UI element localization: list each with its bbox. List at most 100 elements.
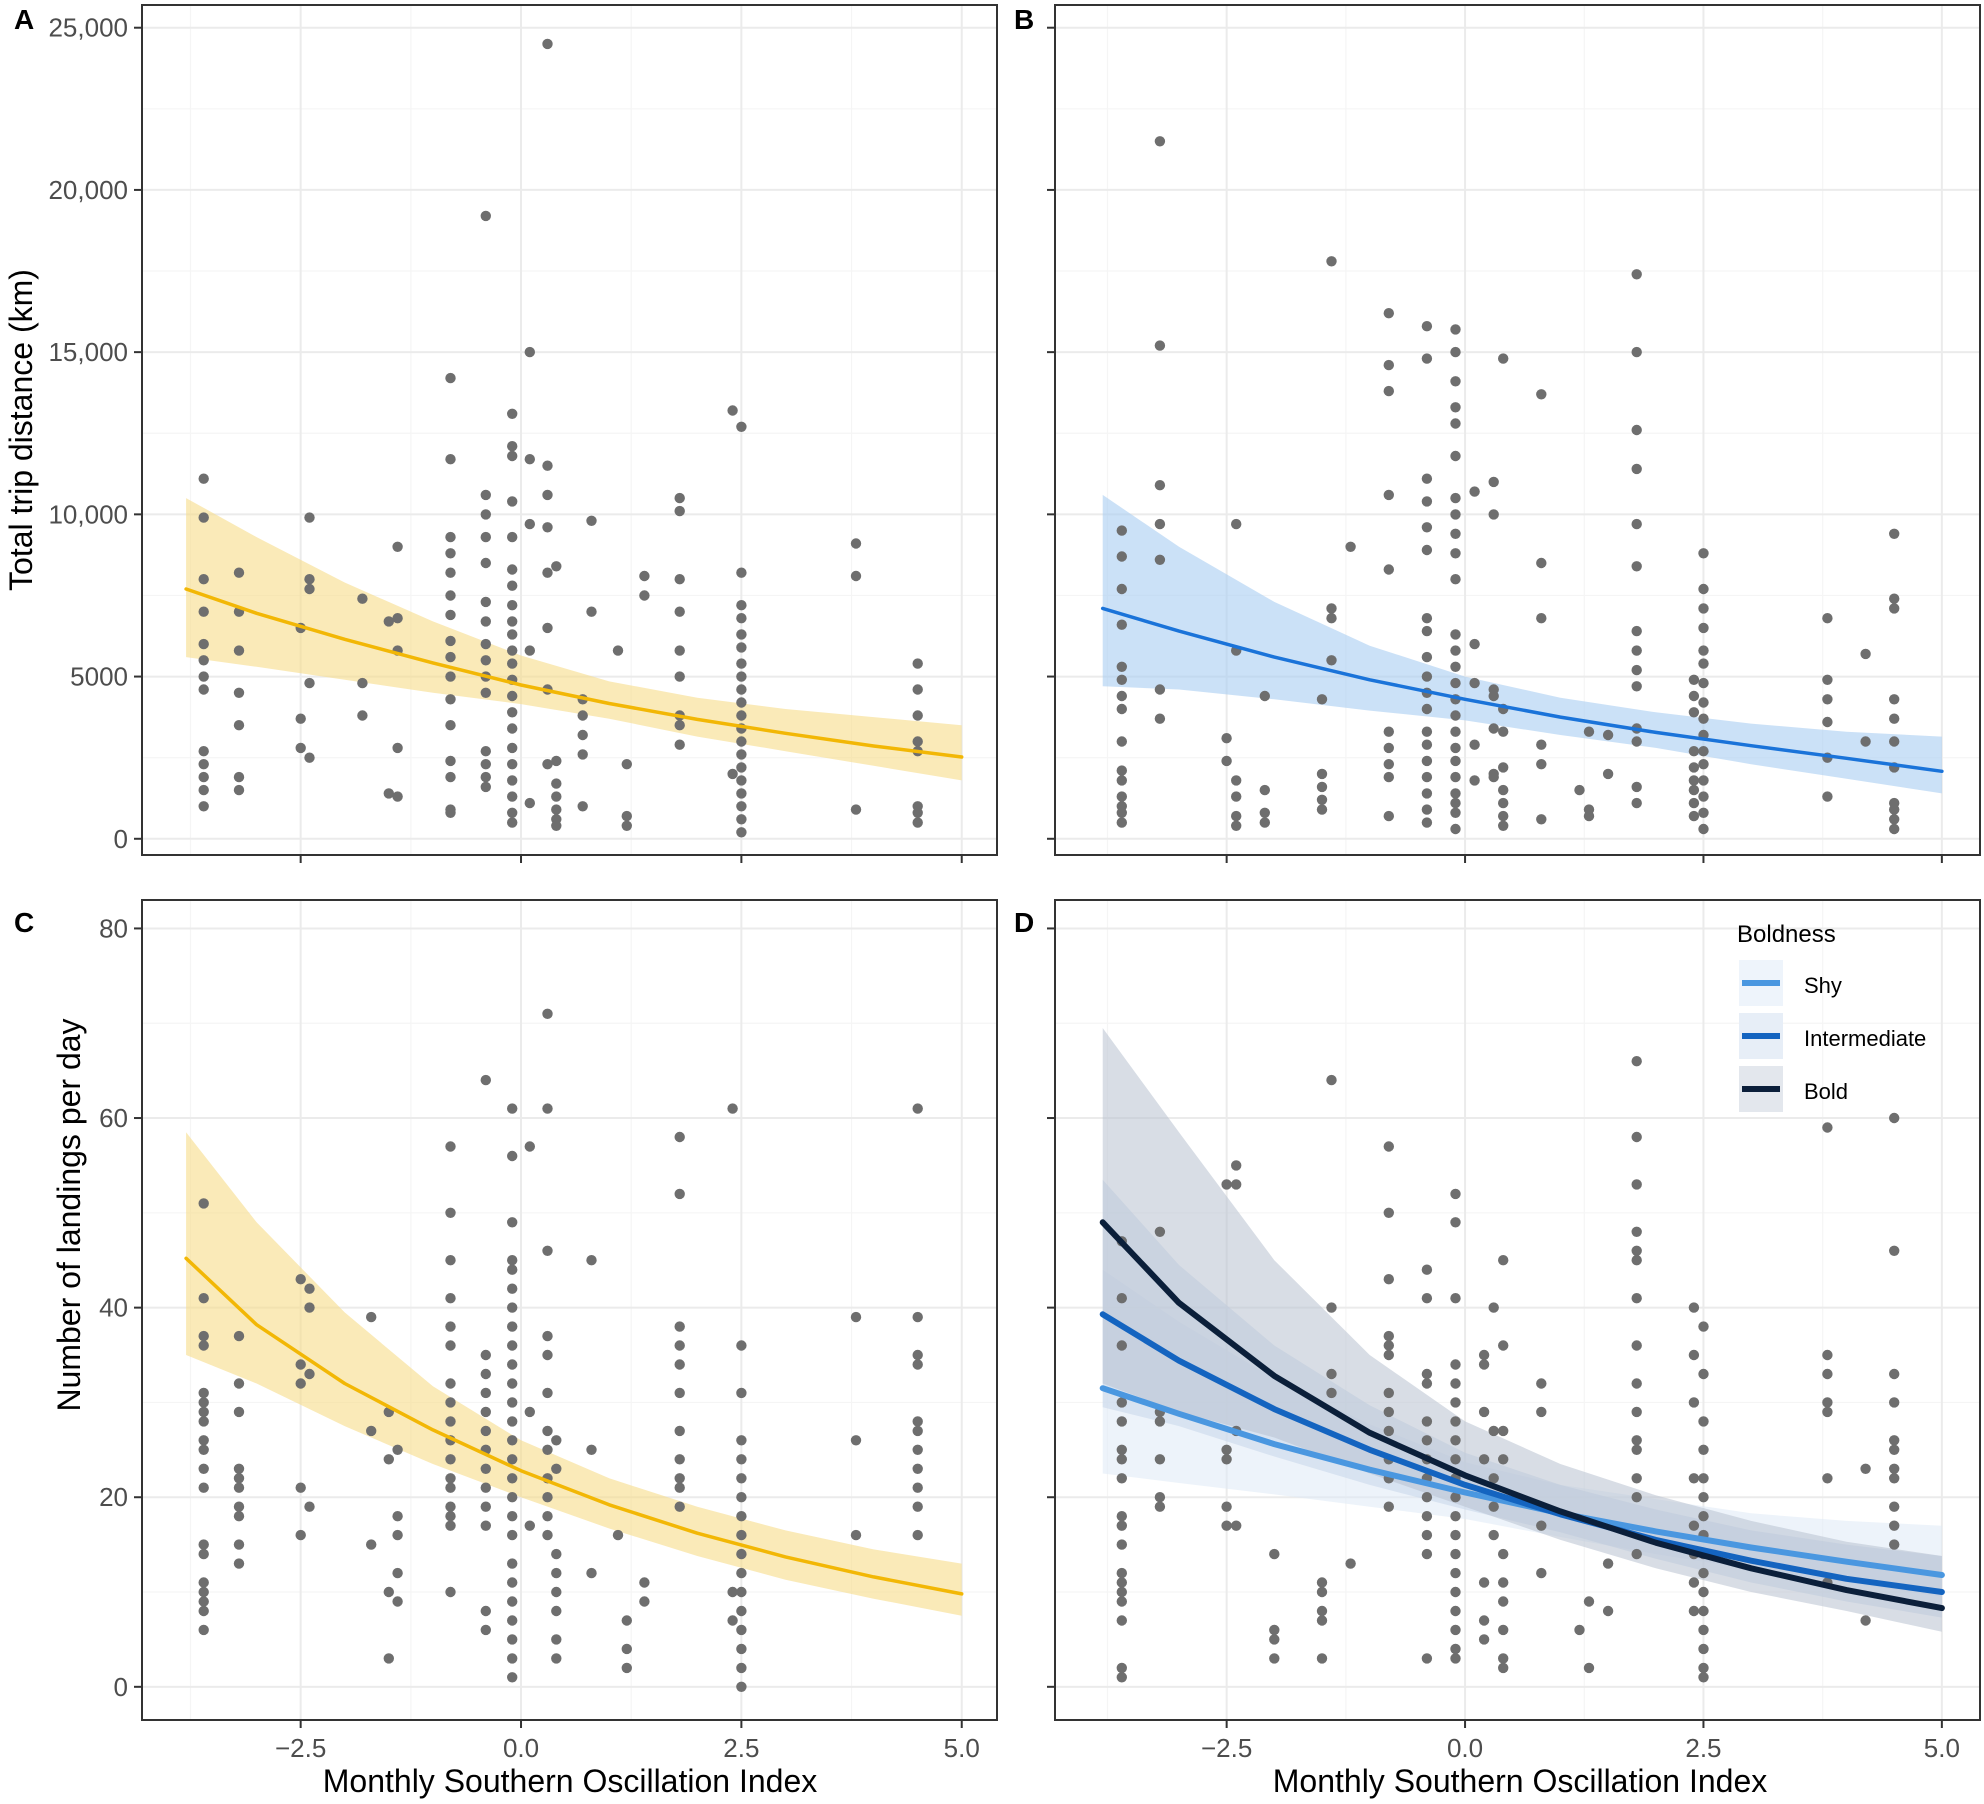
confidence-ribbon (186, 498, 962, 781)
data-point (1698, 807, 1709, 818)
data-point (1488, 509, 1499, 520)
x-axis-title-right: Monthly Southern Oscillation Index (1273, 1763, 1767, 1799)
data-point (850, 1311, 862, 1323)
data-point (480, 1425, 491, 1437)
data-point (1421, 353, 1433, 364)
data-point (1383, 1406, 1395, 1418)
data-point (1154, 480, 1166, 491)
data-point (1698, 1643, 1709, 1655)
data-point (1688, 1473, 1700, 1484)
data-point (1221, 1179, 1232, 1190)
data-point (198, 512, 209, 523)
data-point (1469, 775, 1480, 786)
data-point (1421, 671, 1433, 682)
data-point (542, 1103, 553, 1114)
data-point (233, 1558, 245, 1569)
data-point (1116, 1293, 1128, 1304)
data-point (304, 574, 315, 585)
data-point (1478, 1577, 1490, 1588)
data-point (1421, 1492, 1433, 1503)
data-point (198, 1397, 209, 1408)
data-point (383, 1454, 394, 1465)
data-point (1116, 661, 1128, 672)
data-point (445, 454, 456, 465)
data-point (1583, 726, 1595, 737)
data-point (1698, 677, 1709, 689)
data-point (480, 1387, 491, 1399)
data-point (674, 574, 685, 585)
data-point (295, 1359, 306, 1370)
data-point (233, 1463, 245, 1475)
data-point (736, 697, 747, 708)
data-point (1154, 1226, 1166, 1238)
data-point (736, 1340, 747, 1351)
data-point (1631, 664, 1642, 676)
data-point (445, 1255, 456, 1266)
data-point (1116, 1662, 1128, 1674)
data-point (551, 1653, 562, 1664)
data-point (1498, 1255, 1509, 1266)
data-point (1316, 1615, 1328, 1626)
data-point (1631, 797, 1642, 809)
data-point (1421, 755, 1433, 767)
y-tick-label: 15,000 (48, 337, 128, 367)
data-point (1421, 1511, 1433, 1522)
data-point (1688, 1577, 1700, 1588)
data-point (1536, 557, 1547, 569)
data-point (1316, 1577, 1328, 1588)
data-point (1631, 645, 1642, 656)
data-point (1450, 574, 1461, 585)
data-point (1116, 525, 1128, 536)
data-point (1383, 385, 1395, 397)
data-point (1469, 739, 1480, 750)
data-point (1450, 1454, 1461, 1465)
data-point (507, 1255, 518, 1266)
data-point (1383, 1330, 1395, 1342)
data-point (1450, 788, 1461, 799)
data-point (445, 1207, 456, 1219)
data-point (736, 1511, 747, 1522)
data-point (1536, 389, 1547, 400)
data-point (736, 736, 747, 747)
data-point (1269, 1653, 1280, 1664)
data-point (736, 762, 747, 773)
data-point (1326, 256, 1337, 267)
data-point (1116, 619, 1128, 630)
data-point (542, 1511, 553, 1522)
data-point (445, 1141, 456, 1152)
data-point (621, 810, 632, 822)
data-point (445, 1473, 456, 1484)
data-point (1698, 1567, 1709, 1579)
data-point (1421, 703, 1433, 715)
data-point (1698, 1605, 1709, 1617)
data-point (912, 817, 923, 828)
data-point (480, 638, 491, 650)
data-point (524, 797, 535, 809)
data-point (1316, 768, 1328, 780)
data-point (1498, 353, 1509, 364)
data-point (445, 372, 456, 384)
data-point (912, 710, 923, 721)
data-point (1889, 1368, 1900, 1380)
data-point (1488, 771, 1499, 783)
data-point (674, 645, 685, 656)
data-point (850, 1529, 862, 1541)
data-point (198, 655, 209, 666)
data-point (542, 38, 553, 50)
data-point (727, 768, 738, 780)
data-point (357, 710, 368, 721)
data-point (1688, 762, 1700, 773)
data-point (392, 1511, 403, 1522)
data-point (1698, 791, 1709, 802)
data-point (1383, 564, 1395, 575)
data-point (1421, 726, 1433, 737)
data-point (445, 671, 456, 682)
data-point (1698, 645, 1709, 656)
data-point (233, 1378, 245, 1389)
data-point (1583, 810, 1595, 822)
data-point (1889, 1473, 1900, 1484)
data-point (445, 1397, 456, 1408)
data-point (383, 1653, 394, 1664)
data-point (736, 827, 747, 838)
data-point (1421, 804, 1433, 815)
